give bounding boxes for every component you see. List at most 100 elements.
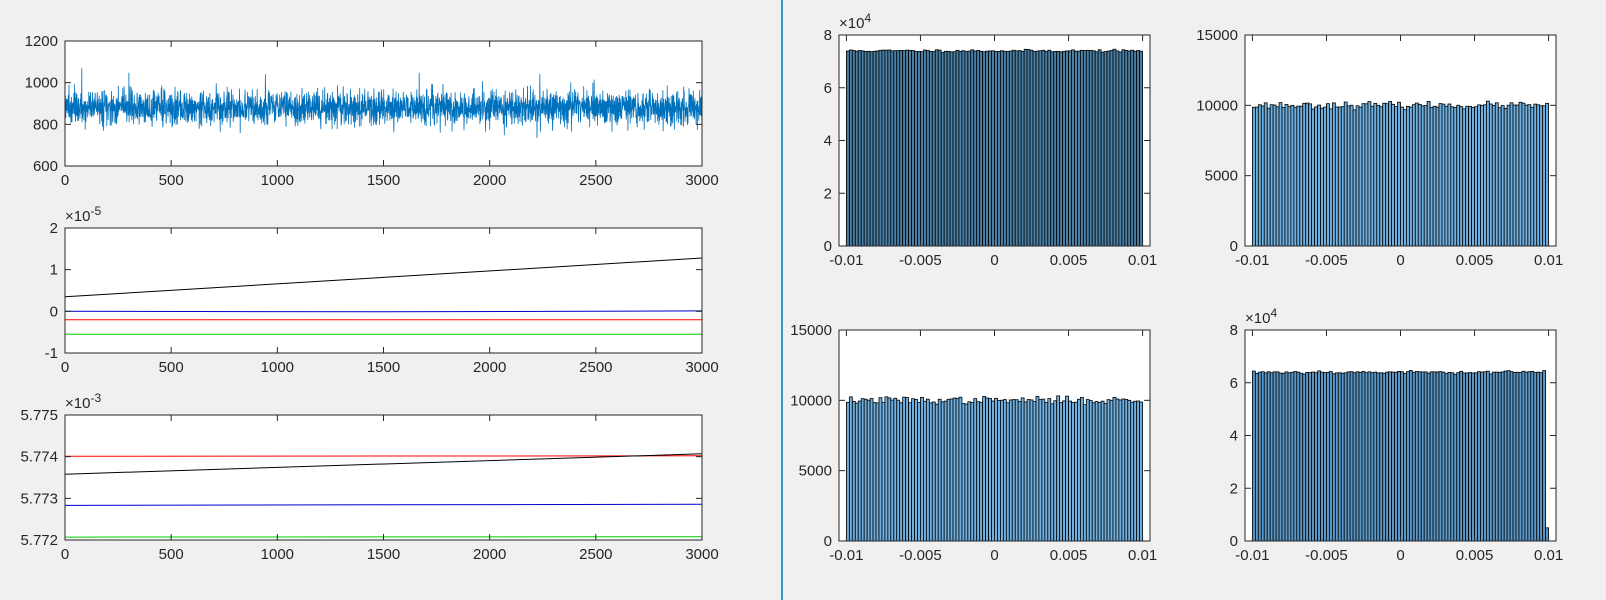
data-marks — [1252, 100, 1549, 247]
histogram-bar — [1100, 400, 1105, 542]
histogram-bar — [893, 397, 898, 542]
series-line-0 — [64, 68, 703, 139]
histogram-bar — [964, 403, 969, 542]
histogram-bar — [1029, 399, 1034, 542]
histogram-bar — [1080, 396, 1084, 542]
histogram-bar — [1005, 51, 1010, 247]
x-tick-label: 1500 — [367, 172, 400, 189]
histogram-bar — [1071, 49, 1075, 247]
histogram-bar — [955, 397, 960, 542]
histogram-bar — [854, 402, 859, 542]
histogram-bar — [1364, 103, 1369, 247]
histogram-bar — [890, 50, 895, 247]
histogram-bar — [1287, 106, 1292, 247]
histogram-bar — [1423, 371, 1428, 542]
histogram-bar — [1536, 371, 1541, 542]
x-tick-label: 0.01 — [1534, 252, 1563, 269]
histogram-bar — [1373, 102, 1378, 247]
histogram-bar — [991, 50, 995, 247]
histogram-bar — [1417, 371, 1422, 542]
histogram-bar — [1014, 399, 1019, 542]
histogram-bar — [1388, 101, 1393, 247]
histogram-bar — [1272, 104, 1277, 247]
histogram-bar — [1136, 400, 1141, 542]
histogram-bar — [854, 50, 859, 247]
histogram-bar — [1397, 101, 1401, 247]
histogram-bar — [1527, 104, 1532, 247]
histogram-bar — [1115, 50, 1120, 247]
histogram-bar — [931, 51, 936, 247]
histogram-bar — [1435, 106, 1440, 247]
histogram-bar — [1334, 372, 1339, 542]
histogram-bar — [914, 398, 918, 542]
histogram-bar — [1284, 104, 1289, 247]
histogram-bar — [1385, 103, 1390, 247]
histogram-bar — [1106, 399, 1111, 542]
histogram-bar — [1281, 372, 1286, 542]
histogram-bar — [1524, 104, 1529, 247]
histogram-bar — [979, 50, 984, 247]
histogram-bar — [1074, 401, 1078, 542]
histogram-bar — [955, 49, 960, 247]
histogram-bar — [1252, 370, 1256, 542]
y-tick-label: 10000 — [790, 392, 832, 409]
histogram-bar — [940, 52, 945, 247]
histogram-bar — [1358, 106, 1363, 247]
histogram-bar — [1494, 102, 1499, 247]
histogram-bar — [1376, 372, 1381, 542]
histogram-bar — [872, 50, 877, 247]
histogram-bar — [1361, 103, 1366, 247]
histogram-bar — [1497, 371, 1502, 542]
histogram-bar — [1008, 399, 1013, 542]
histogram-bar — [1041, 398, 1046, 542]
histogram-bar — [1414, 371, 1419, 542]
histogram-bar — [997, 399, 1001, 542]
histogram-bar — [991, 400, 995, 542]
histogram-bar — [925, 50, 930, 247]
histogram-bar — [1367, 371, 1372, 542]
histogram-bar — [1296, 105, 1301, 247]
histogram-bar — [1127, 399, 1132, 542]
axis-exponent-label: ×10-3 — [65, 391, 101, 412]
histogram-bar — [1311, 108, 1316, 247]
y-tick-label: 5.774 — [20, 449, 58, 466]
histogram-bar — [1515, 371, 1520, 542]
histogram-bar — [1438, 371, 1443, 542]
histogram-bar — [1539, 372, 1544, 542]
data-marks — [846, 48, 1143, 247]
histogram-bar — [893, 50, 898, 247]
histogram-bar — [848, 396, 853, 542]
histogram-bar — [1029, 49, 1034, 247]
y-tick-label: 8 — [824, 27, 832, 44]
histogram-bar — [1388, 371, 1393, 542]
histogram-bar — [1091, 50, 1096, 247]
histogram-bar — [1429, 107, 1434, 247]
histogram-bar — [869, 398, 874, 542]
histogram-bar — [1355, 371, 1360, 542]
x-tick-label: 2000 — [473, 172, 506, 189]
histogram-bar — [1509, 371, 1514, 542]
x-tick-label: -0.005 — [899, 547, 942, 564]
histogram-bar — [937, 49, 942, 247]
histogram-bar — [1349, 104, 1354, 247]
histogram-bar — [1361, 370, 1366, 542]
histogram-bar — [1323, 372, 1327, 542]
series-line-0 — [64, 455, 703, 457]
histogram-bar — [1494, 371, 1499, 542]
series-line-0 — [64, 257, 703, 298]
y-tick-label: 6 — [824, 80, 832, 97]
histogram-bar — [1379, 372, 1384, 542]
histogram-bar — [1106, 50, 1111, 247]
x-tick-label: 3000 — [685, 172, 718, 189]
histogram-bar — [1278, 102, 1283, 247]
histogram-bar — [1088, 400, 1093, 542]
y-tick-label: 8 — [1230, 322, 1238, 339]
chart-hist-3: -0.01 -0.005 0 0.005 0.01 0 5000 10000 15000 — [790, 322, 1157, 564]
histogram-bar — [934, 403, 939, 542]
histogram-bar — [1426, 101, 1431, 247]
histogram-bar — [860, 50, 865, 247]
histogram-bar — [1103, 403, 1108, 542]
histogram-bar — [1062, 400, 1066, 542]
x-tick-label: -0.01 — [829, 252, 863, 269]
histogram-bar — [1023, 48, 1028, 247]
